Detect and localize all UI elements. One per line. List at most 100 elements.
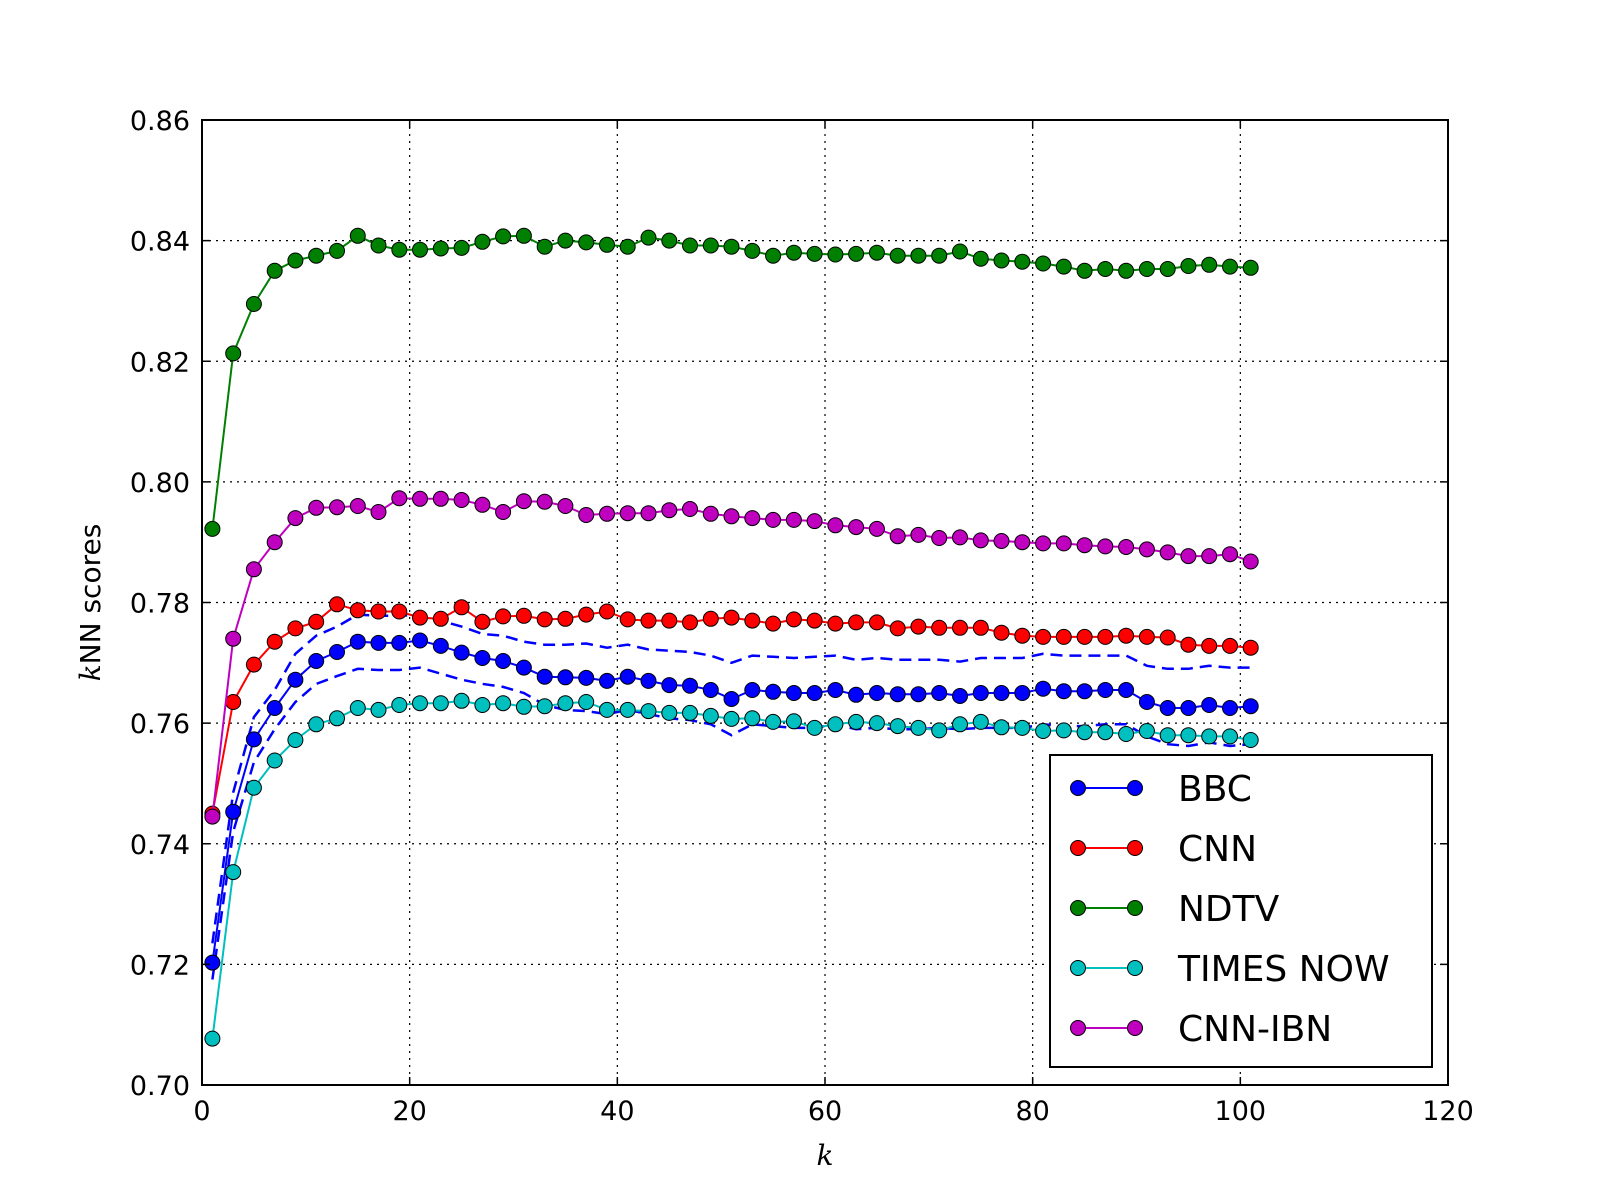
legend-marker-cnn-ibn [1070,1020,1086,1036]
data-point-ndtv [515,227,532,244]
data-point-times-now [1159,727,1176,744]
data-point-times-now [785,713,802,730]
data-point-times-now [308,716,325,733]
data-point-ndtv [308,247,325,264]
x-tick-label: 60 [808,1096,842,1127]
data-point-ndtv [1055,258,1072,275]
data-point-cnn [308,613,325,630]
band-upper-bbc [211,613,1251,944]
data-point-bbc [308,653,325,669]
data-point-times-now [225,864,242,881]
data-point-bbc [370,634,387,651]
legend-item-cnn-ibn: CNN-IBN [1070,1009,1332,1050]
data-point-ndtv [495,228,512,245]
data-point-ndtv [1097,261,1114,277]
legend-item-ndtv: NDTV [1070,889,1280,930]
data-point-bbc [702,682,719,698]
data-point-cnn [412,609,428,626]
data-point-cnn-ibn [972,532,989,549]
data-point-times-now [1138,723,1155,739]
y-tick-label: 0.74 [130,830,190,861]
x-tick-label: 80 [1015,1096,1049,1127]
data-point-ndtv [1118,262,1135,279]
data-point-cnn-ibn [349,498,366,514]
legend-marker-bbc [1127,780,1143,796]
legend-item-times-now: TIMES NOW [1070,949,1390,990]
data-point-cnn [889,620,906,637]
data-point-times-now [578,694,595,710]
series-cnn [204,596,1259,822]
data-point-ndtv [329,242,345,259]
data-point-cnn-ibn [952,529,968,546]
data-point-ndtv [287,252,304,269]
data-point-cnn [329,596,345,613]
series-group [204,227,1259,1047]
data-point-cnn-ibn [1159,544,1176,561]
data-point-bbc [495,653,512,669]
data-point-ndtv [952,243,968,260]
x-tick-label: 40 [600,1096,634,1127]
data-point-cnn-ibn [557,498,574,514]
data-point-times-now [765,713,782,730]
data-point-cnn-ibn [391,490,408,507]
data-point-bbc [432,637,449,654]
data-point-ndtv [557,232,574,249]
band-lower-bbc [211,666,1251,980]
data-point-times-now [682,704,698,721]
data-point-ndtv [432,240,449,257]
data-point-ndtv [1242,259,1259,276]
data-point-times-now [204,1030,221,1047]
data-point-bbc [952,688,968,704]
data-point-cnn-ibn [848,519,865,536]
data-point-times-now [495,695,512,712]
data-point-ndtv [744,242,761,259]
data-point-cnn-ibn [287,510,304,527]
data-point-bbc [1180,700,1197,716]
data-point-cnn [765,615,782,632]
x-tick-label: 100 [1215,1096,1267,1127]
data-point-cnn-ibn [1118,539,1135,555]
y-tick-label: 0.70 [130,1071,190,1102]
data-point-cnn-ibn [1180,548,1197,565]
data-point-bbc [723,691,740,707]
legend-item-bbc: BBC [1070,769,1252,810]
data-point-bbc [785,685,802,701]
data-point-cnn-ibn [1035,535,1052,552]
data-point-cnn-ibn [931,530,948,546]
legend-marker-times-now [1127,960,1143,976]
data-point-cnn [266,633,283,650]
data-point-bbc [266,700,283,716]
legend-label-ndtv: NDTV [1178,889,1280,930]
data-point-cnn [868,614,885,631]
data-point-ndtv [827,246,844,263]
legend-label-cnn-ibn: CNN-IBN [1178,1009,1332,1050]
data-point-cnn-ibn [1138,541,1155,558]
data-point-times-now [536,698,553,715]
data-point-cnn [1014,627,1031,644]
data-point-cnn-ibn [827,517,844,534]
data-point-times-now [619,701,636,718]
data-point-cnn [1180,636,1197,653]
data-point-cnn [848,614,865,631]
data-point-cnn-ibn [765,511,782,528]
data-point-times-now [1222,728,1238,745]
data-point-times-now [806,719,823,736]
data-point-cnn-ibn [536,493,553,510]
data-point-times-now [972,713,989,730]
data-point-ndtv [993,252,1010,269]
data-point-cnn [1035,628,1052,645]
data-point-times-now [287,732,304,748]
data-point-ndtv [225,345,242,362]
legend-marker-ndtv [1070,900,1086,916]
data-point-cnn-ibn [412,490,428,507]
data-point-cnn [682,614,698,631]
data-point-ndtv [972,250,989,267]
data-point-bbc [391,634,408,651]
data-point-cnn-ibn [806,513,823,530]
legend-marker-ndtv [1127,900,1143,916]
data-point-cnn [952,619,968,636]
data-point-bbc [1201,697,1218,713]
x-tick-label: 20 [392,1096,426,1127]
series-ndtv [204,227,1259,537]
y-axis-label-rest: NN scores [74,524,107,665]
